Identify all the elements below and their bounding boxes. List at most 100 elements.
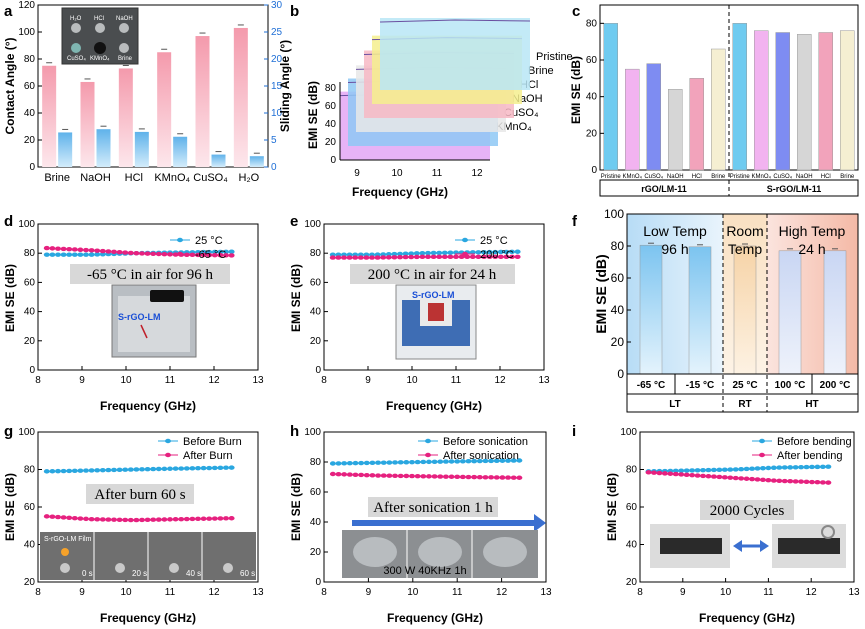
panel-d-point-s0-32 [223, 249, 229, 255]
panel-d-point-s0-30 [211, 249, 218, 255]
panel-h-point-s0-27 [482, 458, 489, 464]
panel-h-point-s0-15 [414, 459, 421, 465]
panel-g-point-s1-32 [223, 516, 229, 521]
panel-g-point-s0-9 [94, 468, 101, 473]
panel-g-point-s1-7 [83, 516, 89, 522]
panel-i-point-s1-5 [672, 471, 679, 477]
panel-d-point-s1-2 [55, 246, 61, 251]
panel-d-xtick: 8 [35, 375, 41, 386]
panel-g-point-s0-25 [183, 466, 190, 471]
panel-i-point-s1-19 [749, 476, 756, 482]
panel-e-point-s0-27 [481, 250, 487, 255]
panel-g-point-s1-20 [155, 517, 162, 522]
panel-a-y2tick: 5 [271, 135, 277, 146]
panel-e-point-s1-18 [430, 254, 437, 260]
panel-e-annotation: 200 °C in air for 24 h [368, 267, 497, 283]
panel-e-point-s1-14 [408, 254, 415, 260]
panel-h-point-s0-31 [505, 458, 512, 463]
panel-f-bar-2 [733, 245, 757, 375]
panel-i-point-s1-32 [819, 480, 826, 485]
panel-f-ytick: 40 [611, 303, 625, 317]
panel-a-xtick: KMnO₄ [154, 172, 190, 184]
panel-e-point-s0-31 [503, 249, 510, 255]
panel-h-point-s1-1 [335, 471, 342, 477]
panel-h-inset-photo: 300 W 40KHz 1h [342, 530, 538, 578]
inset-label-kmno4: KMnO₄ [90, 56, 110, 62]
panel-h-point-s0-26 [476, 458, 483, 464]
panel-d-point-s1-1 [49, 246, 56, 251]
panel-e-point-s1-19 [436, 254, 443, 260]
panel-g-point-s1-8 [88, 517, 95, 522]
panel-g-inset-time-40: 40 s [186, 569, 201, 578]
panel-h-ticks: 8 9 10 11 12 13 0 20 40 60 80 100 [304, 427, 552, 598]
panel-c-ticks: Pristine KMnO₄ CuSO₄ NaOH HCl Brine Pristine KM… [586, 18, 855, 180]
panel-i-xtick: 8 [637, 587, 643, 598]
panel-e-point-s0-11 [391, 251, 398, 257]
panel-i-inset-photo [650, 524, 846, 568]
panel-i-point-s1-10 [700, 473, 707, 479]
panel-h-point-s1-25 [471, 474, 478, 480]
panel-a-ylabel: Contact Angle (°) [3, 37, 17, 134]
panel-f-chart: -65 °C -15 °C 25 °C 100 °C 200 °C 0 20 40 60 80 10… [593, 207, 859, 413]
panel-i-point-s1-1 [651, 470, 658, 475]
panel-d-point-s1-13 [116, 249, 123, 255]
panel-c-ytick: 20 [586, 128, 598, 139]
panel-c-xtick: KMnO₄ [752, 174, 772, 180]
panel-label-h: h [290, 423, 299, 440]
panel-d-annotation: -65 °C in air for 96 h [87, 267, 213, 283]
panel-g-point-s0-14 [122, 467, 129, 472]
panel-h-point-s1-5 [358, 472, 365, 478]
panel-g-point-s0-28 [200, 465, 207, 471]
panel-h-point-s1-24 [465, 474, 472, 480]
panel-a-ticks: Brine NaOH HCl KMnO₄ CuSO₄ H₂O020406080100120… [18, 0, 282, 184]
panel-h-ylabel: EMI SE (dB) [289, 473, 303, 541]
panel-h-point-s1-12 [397, 473, 404, 479]
bar-contact-0 [42, 65, 57, 167]
panel-g-point-s0-20 [155, 466, 162, 472]
panel-b-ytick: 80 [325, 83, 337, 94]
panel-d-point-s1-4 [66, 247, 73, 252]
panel-e-point-s1-16 [419, 254, 426, 260]
panel-b-xtick: 9 [354, 168, 360, 179]
panel-label-d: d [4, 213, 13, 230]
panel-h-legend-label-0: Before sonication [443, 436, 528, 448]
panel-g-legend-marker-0 [165, 438, 171, 444]
bar-sliding-1 [96, 129, 111, 167]
panel-g-point-s0-1 [49, 469, 56, 474]
panel-g-inset-time-60: 60 s [240, 569, 255, 578]
panel-i-point-s1-33 [825, 480, 832, 485]
panel-h-point-s0-14 [408, 459, 415, 465]
panel-i-xtick: 9 [680, 587, 686, 598]
panel-i-point-s0-19 [749, 466, 756, 471]
panel-g-point-s0-22 [167, 466, 173, 471]
panel-g-point-s1-5 [71, 515, 78, 521]
panel-c-ytick: 60 [586, 55, 598, 66]
panel-d-xtick: 11 [165, 375, 176, 386]
panel-g-point-s1-31 [217, 516, 224, 521]
panel-e-point-s0-10 [385, 252, 392, 257]
panel-a-xtick: NaOH [80, 172, 111, 184]
panel-c-xtick: KMnO₄ [623, 174, 643, 180]
panel-e-point-s1-32 [509, 254, 515, 260]
panel-i-point-s1-22 [765, 477, 772, 483]
panel-d-legend-label-0: 25 °C [195, 235, 223, 247]
panel-h-point-s0-17 [425, 459, 432, 465]
bar-contact-4 [195, 36, 210, 167]
panel-e-point-s0-30 [497, 249, 504, 255]
panel-label-b: b [290, 3, 299, 20]
panel-c-bar-11 [840, 30, 855, 171]
panel-e-point-s1-8 [374, 255, 381, 260]
panel-h-point-s1-9 [380, 473, 387, 478]
panel-f-bar-3 [778, 250, 802, 375]
panel-e-xtick: 12 [494, 375, 506, 386]
panel-h-point-s1-31 [505, 475, 512, 480]
panel-h-point-s1-13 [403, 473, 410, 479]
bar-sliding-2 [134, 131, 149, 167]
panel-b-ytick: 20 [325, 137, 337, 148]
panel-i-point-s0-6 [678, 468, 685, 473]
panel-e-point-s1-2 [341, 255, 347, 260]
panel-i-point-s0-27 [792, 465, 799, 470]
panel-h-point-s1-0 [329, 471, 336, 477]
panel-e-point-s1-31 [503, 254, 510, 260]
panel-g-point-s1-30 [211, 516, 218, 521]
